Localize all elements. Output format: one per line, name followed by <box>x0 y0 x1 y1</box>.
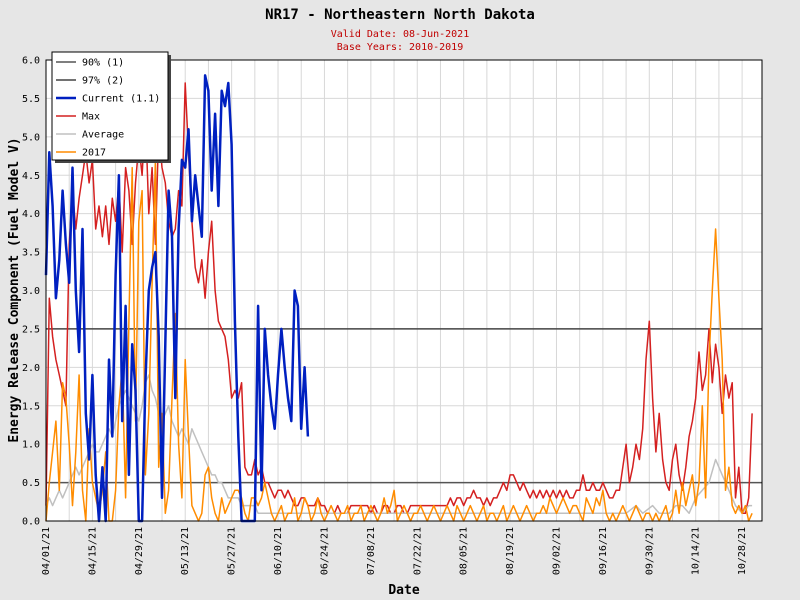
x-tick-label: 08/19/21 <box>505 527 516 575</box>
x-tick-label: 07/08/21 <box>366 527 377 575</box>
x-tick-label: 04/29/21 <box>134 527 145 575</box>
legend-entry-label: Max <box>82 112 100 123</box>
y-tick-label: 1.0 <box>22 440 40 451</box>
y-tick-label: 5.5 <box>22 94 40 105</box>
y-tick-label: 4.5 <box>22 171 40 182</box>
series-line <box>45 82 753 515</box>
y-tick-label: 0.5 <box>22 478 40 489</box>
legend-entry-label: 90% (1) <box>82 58 124 69</box>
y-tick-label: 0.0 <box>22 517 40 528</box>
x-axis-label: Date <box>388 583 419 598</box>
legend-entry-label: 97% (2) <box>82 76 124 87</box>
y-tick-label: 2.0 <box>22 363 40 374</box>
legend-entry-label: Current (1.1) <box>82 94 160 105</box>
plot-border <box>45 59 763 522</box>
chart-subtitle-valid-date: Valid Date: 08-Jun-2021 <box>331 29 469 40</box>
legend-entry-label: Average <box>82 130 124 141</box>
chart-title: NR17 - Northeastern North Dakota <box>265 7 535 23</box>
y-axis-label: Energy Release Component (Fuel Model V) <box>7 137 22 442</box>
x-tick-label: 06/24/21 <box>319 527 330 575</box>
x-tick-label: 06/10/21 <box>273 527 284 575</box>
x-tick-label: 07/22/21 <box>412 527 423 575</box>
x-tick-label: 04/01/21 <box>41 527 52 575</box>
x-tick-label: 08/05/21 <box>459 527 470 575</box>
x-tick-label: 05/13/21 <box>180 527 191 575</box>
y-tick-label: 1.5 <box>22 401 40 412</box>
x-tick-label: 10/14/21 <box>691 527 702 575</box>
y-tick-label: 3.0 <box>22 286 40 297</box>
y-tick-label: 6.0 <box>22 56 40 67</box>
plot-area: 0.0 0.5 1.0 1.5 2.0 2.5 3.0 3.5 4.0 4.5 5.0 5.5 6.0 0… <box>22 56 763 575</box>
series-line <box>44 74 310 523</box>
chart-subtitle-base-years: Base Years: 2010-2019 <box>337 42 463 53</box>
x-tick-label: 09/30/21 <box>644 527 655 575</box>
y-tick-label: 4.0 <box>22 209 40 220</box>
legend: 90% (1) 97% (2) Current (1.1) Max Average 201… <box>51 51 171 163</box>
y-tick-label: 5.0 <box>22 132 40 143</box>
x-tick-label: 09/02/21 <box>551 527 562 575</box>
x-tick-label: 04/15/21 <box>87 527 98 575</box>
x-tick-label: 09/16/21 <box>598 527 609 575</box>
y-tick-label: 3.5 <box>22 248 40 259</box>
legend-box <box>51 51 169 161</box>
x-tick-label: 10/28/21 <box>737 527 748 575</box>
y-tick-label: 2.5 <box>22 324 40 335</box>
x-tick-label: 05/27/21 <box>227 527 238 575</box>
legend-entry-label: 2017 <box>82 148 106 159</box>
